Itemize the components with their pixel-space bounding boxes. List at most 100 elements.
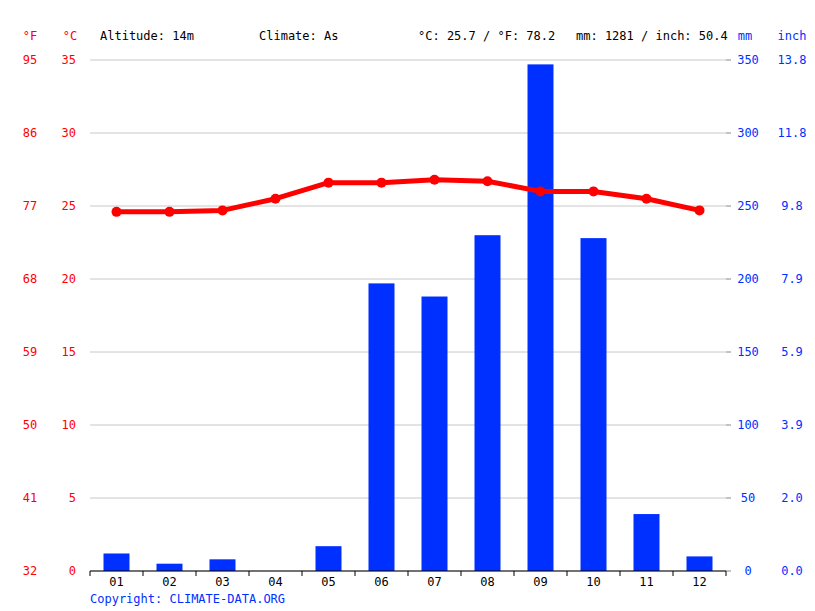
line-marker — [324, 178, 334, 188]
tick-label: 68 — [23, 272, 37, 286]
tick-label: 10 — [62, 418, 76, 432]
tick-label: 03 — [215, 575, 229, 589]
bar — [634, 514, 660, 571]
line-marker — [695, 205, 705, 215]
tick-label: 08 — [480, 575, 494, 589]
grid-line — [90, 60, 726, 61]
tick-label: 07 — [427, 575, 441, 589]
bar — [475, 235, 501, 571]
tick-label: 200 — [737, 272, 759, 286]
header-text: °C: 25.7 / °F: 78.2 — [418, 29, 555, 43]
tick-mark — [567, 571, 568, 576]
tick-label: 95 — [23, 53, 37, 67]
grid-line — [90, 133, 726, 134]
axis-unit: inch — [778, 29, 807, 43]
header-text: mm: 1281 / inch: 50.4 — [576, 29, 728, 43]
line-marker — [218, 205, 228, 215]
tick-label: 12 — [692, 575, 706, 589]
axis-unit: mm — [738, 29, 752, 43]
bar — [687, 556, 713, 571]
tick-label: 02 — [162, 575, 176, 589]
tick-label: 06 — [374, 575, 388, 589]
tick-mark — [249, 571, 250, 576]
tick-label: 5 — [69, 491, 76, 505]
tick-label: 11.8 — [778, 126, 807, 140]
grid-line — [90, 279, 726, 280]
header-text: Climate: As — [259, 29, 338, 43]
tick-mark — [726, 352, 731, 353]
tick-label: 77 — [23, 199, 37, 213]
line-marker — [589, 186, 599, 196]
tick-label: 300 — [737, 126, 759, 140]
tick-mark — [726, 206, 731, 207]
tick-label: 50 — [23, 418, 37, 432]
tick-label: 0 — [744, 564, 751, 578]
tick-mark — [302, 571, 303, 576]
tick-mark — [726, 571, 731, 572]
tick-mark — [620, 571, 621, 576]
tick-label: 04 — [268, 575, 282, 589]
tick-label: 2.0 — [781, 491, 803, 505]
line-marker — [430, 175, 440, 185]
tick-label: 35 — [62, 53, 76, 67]
bar — [528, 64, 554, 571]
grid-line — [90, 498, 726, 499]
line-marker — [271, 194, 281, 204]
bar — [104, 553, 130, 571]
tick-mark — [196, 571, 197, 576]
line-marker — [483, 176, 493, 186]
grid-line — [90, 352, 726, 353]
tick-label: 50 — [741, 491, 755, 505]
line-marker — [165, 207, 175, 217]
plot-area — [104, 64, 713, 571]
tick-label: 250 — [737, 199, 759, 213]
axis-unit: °F — [23, 29, 37, 43]
tick-mark — [726, 133, 731, 134]
tick-mark — [726, 425, 731, 426]
tick-label: 9.8 — [781, 199, 803, 213]
tick-label: 09 — [533, 575, 547, 589]
tick-label: 59 — [23, 345, 37, 359]
tick-mark — [726, 60, 731, 61]
bar — [316, 546, 342, 571]
tick-label: 01 — [109, 575, 123, 589]
tick-label: 5.9 — [781, 345, 803, 359]
bar — [369, 283, 395, 571]
tick-label: 7.9 — [781, 272, 803, 286]
line-marker — [536, 186, 546, 196]
tick-label: 350 — [737, 53, 759, 67]
line-marker — [642, 194, 652, 204]
tick-mark — [726, 571, 727, 576]
bar — [210, 559, 236, 571]
tick-mark — [726, 498, 731, 499]
temperature-line — [117, 180, 700, 212]
tick-label: 13.8 — [778, 53, 807, 67]
tick-label: 20 — [62, 272, 76, 286]
tick-mark — [90, 571, 91, 576]
tick-label: 150 — [737, 345, 759, 359]
tick-label: 86 — [23, 126, 37, 140]
tick-label: 15 — [62, 345, 76, 359]
tick-label: 10 — [586, 575, 600, 589]
tick-label: 11 — [639, 575, 653, 589]
axis-unit: °C — [63, 29, 77, 43]
tick-label: 32 — [23, 564, 37, 578]
tick-label: 05 — [321, 575, 335, 589]
tick-label: 25 — [62, 199, 76, 213]
chart: °F°CAltitude: 14mClimate: As°C: 25.7 / °… — [0, 0, 815, 611]
tick-mark — [355, 571, 356, 576]
tick-mark — [408, 571, 409, 576]
bar — [581, 238, 607, 571]
bar — [157, 564, 183, 571]
grid-line — [90, 425, 726, 426]
copyright: Copyright: CLIMATE-DATA.ORG — [90, 592, 285, 606]
tick-label: 30 — [62, 126, 76, 140]
tick-mark — [143, 571, 144, 576]
tick-mark — [461, 571, 462, 576]
bar — [422, 297, 448, 571]
tick-label: 0.0 — [781, 564, 803, 578]
tick-mark — [514, 571, 515, 576]
tick-mark — [726, 279, 731, 280]
tick-label: 3.9 — [781, 418, 803, 432]
grid-line — [90, 206, 726, 207]
